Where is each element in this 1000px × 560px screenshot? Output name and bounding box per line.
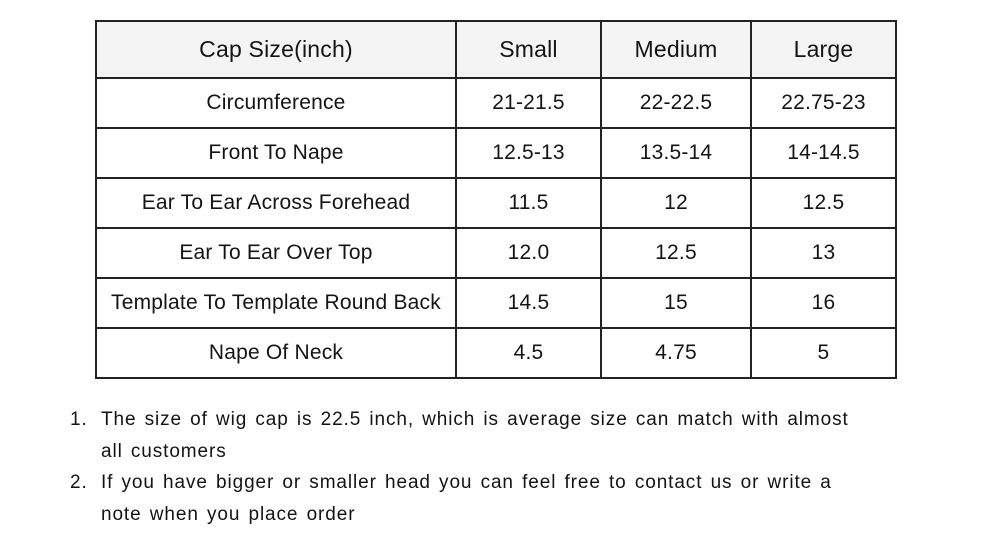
- table-header-row: Cap Size(inch) Small Medium Large: [95, 20, 897, 79]
- header-cell-large: Large: [750, 20, 897, 79]
- note-text: The size of wig cap is 22.5 inch, which …: [101, 404, 950, 467]
- note-line: note when you place order: [101, 503, 356, 525]
- header-cell-cap-size: Cap Size(inch): [95, 20, 457, 79]
- measurement-label: Template To Template Round Back: [95, 277, 457, 329]
- note-item-2: 2. If you have bigger or smaller head yo…: [70, 467, 950, 530]
- size-value-large: 22.75-23: [750, 77, 897, 129]
- size-value-large: 14-14.5: [750, 127, 897, 179]
- size-value-small: 12.5-13: [455, 127, 602, 179]
- size-value-medium: 12: [600, 177, 752, 229]
- table-row-ear-to-ear-over-top: Ear To Ear Over Top 12.0 12.5 13: [95, 227, 897, 279]
- table-row-ear-to-ear-across-forehead: Ear To Ear Across Forehead 11.5 12 12.5: [95, 177, 897, 229]
- cap-size-table: Cap Size(inch) Small Medium Large Circum…: [95, 20, 897, 379]
- note-item-1: 1. The size of wig cap is 22.5 inch, whi…: [70, 404, 950, 467]
- measurement-label: Front To Nape: [95, 127, 457, 179]
- table-row-nape-of-neck: Nape Of Neck 4.5 4.75 5: [95, 327, 897, 379]
- size-value-small: 21-21.5: [455, 77, 602, 129]
- header-cell-small: Small: [455, 20, 602, 79]
- measurement-label: Ear To Ear Over Top: [95, 227, 457, 279]
- table-row-template-to-template-round-back: Template To Template Round Back 14.5 15 …: [95, 277, 897, 329]
- note-number: 1.: [70, 409, 88, 430]
- note-line: all customers: [101, 440, 227, 462]
- note-line: If you have bigger or smaller head you c…: [101, 472, 832, 493]
- size-value-medium: 15: [600, 277, 752, 329]
- size-value-medium: 4.75: [600, 327, 752, 379]
- measurement-label: Nape Of Neck: [95, 327, 457, 379]
- table-row-circumference: Circumference 21-21.5 22-22.5 22.75-23: [95, 77, 897, 129]
- size-value-large: 12.5: [750, 177, 897, 229]
- note-line: The size of wig cap is 22.5 inch, which …: [101, 409, 849, 430]
- size-value-medium: 13.5-14: [600, 127, 752, 179]
- size-value-medium: 22-22.5: [600, 77, 752, 129]
- size-value-small: 12.0: [455, 227, 602, 279]
- header-cell-medium: Medium: [600, 20, 752, 79]
- size-value-medium: 12.5: [600, 227, 752, 279]
- size-value-small: 11.5: [455, 177, 602, 229]
- size-value-large: 16: [750, 277, 897, 329]
- size-value-small: 14.5: [455, 277, 602, 329]
- notes-list: 1. The size of wig cap is 22.5 inch, whi…: [70, 404, 950, 530]
- table-row-front-to-nape: Front To Nape 12.5-13 13.5-14 14-14.5: [95, 127, 897, 179]
- size-value-small: 4.5: [455, 327, 602, 379]
- measurement-label: Ear To Ear Across Forehead: [95, 177, 457, 229]
- size-value-large: 13: [750, 227, 897, 279]
- size-value-large: 5: [750, 327, 897, 379]
- measurement-label: Circumference: [95, 77, 457, 129]
- note-text: If you have bigger or smaller head you c…: [101, 467, 950, 530]
- note-number: 2.: [70, 472, 88, 493]
